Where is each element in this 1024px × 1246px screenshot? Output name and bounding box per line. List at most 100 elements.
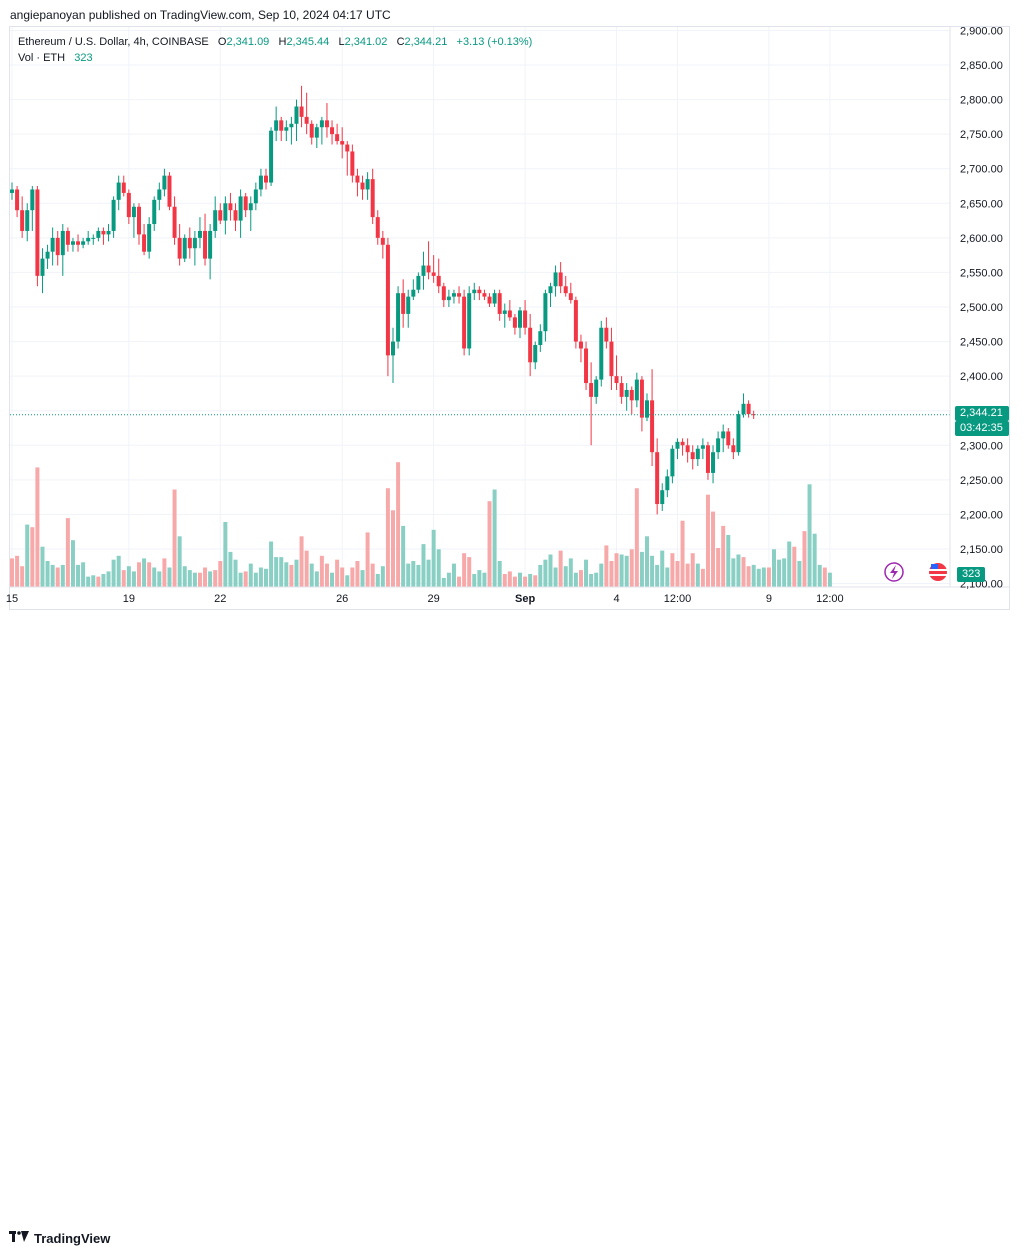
candle-down [431,272,436,276]
candle-down [142,234,147,252]
candle-up [284,127,289,131]
volume-bar [162,558,167,587]
volume-bar [751,564,756,587]
volume-bar [294,559,299,587]
volume-bar [797,561,802,587]
open-label: O [217,36,227,48]
candle-down [309,123,314,138]
price-tick-label: 2,850.00 [960,60,1003,72]
volume-bar [309,563,314,587]
volume-bar [675,561,680,587]
volume-bar [716,548,721,587]
time-tick-label: 12:00 [664,593,692,605]
volume-label: Vol · ETH [18,52,66,64]
volume-bar [248,563,253,587]
volume-bar [340,567,345,587]
candle-down [299,106,304,117]
high-label: H [278,36,287,48]
candle-up [70,241,75,245]
volume-bar [792,546,797,587]
volume-bar [385,488,390,587]
tradingview-brand: TradingView [34,1231,111,1246]
change-value: +3.13 (+0.13%) [456,36,533,48]
volume-bar [629,549,634,587]
candle-down [177,237,182,259]
volume-bar [812,533,817,587]
volume-bar [584,559,589,587]
lightning-icon[interactable] [884,562,904,582]
candle-down [279,120,284,131]
candle-up [599,327,604,380]
volume-bar [360,570,365,587]
candle-up [700,445,705,449]
volume-bar [472,574,477,587]
candle-up [716,438,721,453]
candle-up [40,258,45,276]
candle-down [497,293,502,314]
volume-bar [421,544,426,587]
candle-up [258,175,263,190]
candle-down [655,452,660,505]
volume-bar [284,562,289,587]
candle-up [96,230,101,238]
volume-bar [441,577,446,587]
low-label: L [338,36,345,48]
volume-bar [299,536,304,587]
close-label: C [396,36,405,48]
volume-bar [147,562,152,587]
chart-plot[interactable]: 2,100.002,150.002,200.002,250.002,300.00… [0,0,1024,643]
volume-bar [70,540,75,587]
tradingview-logo-icon [9,1231,29,1246]
volume-bar [467,557,472,587]
volume-bar [548,554,553,587]
volume-bar [563,566,568,587]
candle-up [665,476,670,491]
candle-down [264,175,268,183]
volume-bar [197,572,202,587]
candle-down [55,237,60,256]
top-bar: angiepanoyan published on TradingView.co… [0,0,1024,26]
candle-up [543,293,548,332]
candle-down [685,445,690,453]
candle-up [391,341,395,356]
volume-bar [274,557,279,587]
volume-bar [365,532,370,587]
volume-bar [568,558,573,587]
volume-bar [822,567,827,587]
candle-up [711,452,716,473]
volume-bar [624,555,629,587]
symbol-title: Ethereum / U.S. Dollar, 4h, COINBASE [18,36,209,48]
candle-up [446,296,451,301]
volume-bar [492,489,497,587]
candle-up [736,414,741,453]
candle-up [695,448,700,460]
tradingview-logo[interactable]: TradingView [9,1231,110,1246]
volume-bar [96,576,101,587]
volume-bar [538,564,543,587]
volume-bar [523,576,528,587]
legend-ohlc-row: Ethereum / U.S. Dollar, 4h, COINBASE O2,… [18,34,532,50]
price-tick-label: 2,600.00 [960,233,1003,245]
candle-down [15,189,20,211]
volume-bar [680,520,685,587]
price-tick-label: 2,200.00 [960,509,1003,521]
time-tick-label: 19 [123,593,135,605]
volume-bar [451,563,456,587]
candle-up [492,293,497,304]
price-tick-label: 2,250.00 [960,475,1003,487]
time-tick-label: 9 [766,593,772,605]
price-axis: 2,100.002,150.002,200.002,250.002,300.00… [960,25,1003,590]
volume-bar [462,553,467,587]
volume-bar [172,489,177,587]
volume-bar [446,572,451,587]
volume-bar [355,561,360,587]
time-tick-label: 15 [6,593,18,605]
volume-bar [558,550,563,587]
candle-up [670,448,675,477]
volume-bar [264,568,268,587]
us-flag-icon[interactable] [929,563,947,581]
candle-down [243,196,248,211]
candle-down [462,296,467,349]
candle-up [152,199,157,225]
volume-bar [35,467,40,587]
